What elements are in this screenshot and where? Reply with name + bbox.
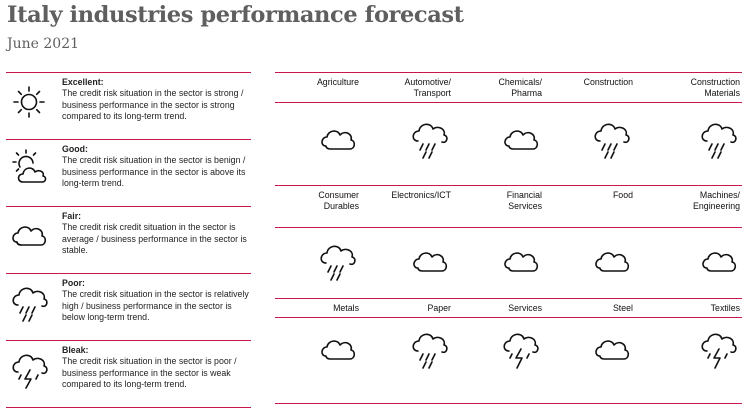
industry-cell-construction-materials: Construction Materials: [656, 73, 742, 185]
cloud-icon: [698, 241, 742, 289]
sun-icon: [9, 80, 51, 128]
industry-row: Agriculture Automotive/Transport Chemica…: [275, 72, 742, 185]
legend-item-bleak: Bleak: The credit risk situation in the s…: [6, 340, 251, 408]
industry-name: Services: [508, 303, 542, 313]
industry-name: Textiles: [710, 303, 740, 313]
rating-legend: Excellent: The credit risk situation in t…: [6, 72, 251, 408]
industry-cell-food: Food: [549, 186, 635, 298]
rain-cloud-icon: [698, 119, 742, 167]
legend-item-good: Good: The credit risk situation in the se…: [6, 139, 251, 206]
industry-name: Chemicals/Pharma: [498, 77, 542, 98]
industry-cell-construction: Construction: [549, 73, 635, 185]
rain-cloud-icon: [317, 241, 361, 289]
legend-description: The credit risk situation in the sector …: [62, 88, 244, 121]
rain-cloud-icon: [409, 119, 453, 167]
legend-name: Fair:: [62, 211, 82, 221]
industry-name: Electronics/ICT: [391, 190, 451, 200]
industry-cell-paper: Paper: [367, 299, 453, 403]
legend-name: Poor:: [62, 278, 85, 288]
industry-name: Financial Services: [506, 190, 542, 211]
industry-cell-agriculture: Agriculture: [275, 73, 361, 185]
industry-cell-machines-engineering: Machines/Engineering: [656, 186, 742, 298]
cloud-icon: [409, 241, 453, 289]
cloud-icon: [9, 214, 51, 262]
cloud-icon: [500, 241, 544, 289]
industry-name: Food: [612, 190, 633, 200]
legend-name: Bleak:: [62, 345, 89, 355]
industry-name: Agriculture: [316, 77, 359, 87]
cloud-icon: [500, 119, 544, 167]
industry-name: Consumer Durables: [318, 190, 359, 211]
industry-cell-metals: Metals: [275, 299, 361, 403]
sun-cloud-icon: [9, 147, 51, 195]
page-subtitle: June 2021: [7, 36, 80, 52]
industry-name: Construction: [583, 77, 633, 87]
industry-cell-steel: Steel: [549, 299, 635, 403]
industry-row: Consumer Durables Electronics/ICT Financi…: [275, 185, 742, 298]
legend-description: The credit risk credit situation in the …: [62, 222, 247, 255]
industry-cell-financial-services: Financial Services: [458, 186, 544, 298]
industry-name: Paper: [427, 303, 451, 313]
industry-name: Metals: [333, 303, 359, 313]
cloud-icon: [317, 119, 361, 167]
rain-cloud-icon: [409, 329, 453, 377]
industry-cell-automotive-transport: Automotive/Transport: [367, 73, 453, 185]
rain-cloud-icon: [9, 281, 51, 329]
legend-item-poor: Poor: The credit risk situation in the se…: [6, 273, 251, 340]
legend-name: Good:: [62, 144, 88, 154]
cloud-icon: [591, 241, 635, 289]
industry-name: Steel: [612, 303, 633, 313]
industry-name: Machines/Engineering: [693, 190, 740, 211]
industry-cell-chemicals-pharma: Chemicals/Pharma: [458, 73, 544, 185]
industry-cell-consumer-durables: Consumer Durables: [275, 186, 361, 298]
cloud-icon: [591, 329, 635, 377]
industry-grid: Agriculture Automotive/Transport Chemica…: [275, 72, 742, 404]
industry-cell-electronics-ict: Electronics/ICT: [367, 186, 453, 298]
rain-cloud-icon: [591, 119, 635, 167]
cloud-icon: [317, 329, 361, 377]
industry-cell-services: Services: [458, 299, 544, 403]
industry-cell-textiles: Textiles: [656, 299, 742, 403]
storm-cloud-icon: [500, 329, 544, 377]
legend-item-fair: Fair: The credit risk credit situation in…: [6, 206, 251, 273]
storm-cloud-icon: [9, 348, 51, 396]
industry-row: Metals Paper Services Steel Textiles: [275, 298, 742, 404]
legend-item-excellent: Excellent: The credit risk situation in t…: [6, 72, 251, 139]
legend-description: The credit risk situation in the sector …: [62, 289, 249, 322]
legend-description: The credit risk situation in the sector …: [62, 155, 246, 188]
page-title: Italy industries performance forecast: [7, 2, 464, 28]
industry-name: Automotive/Transport: [404, 77, 451, 98]
storm-cloud-icon: [698, 329, 742, 377]
industry-name: Construction Materials: [690, 77, 740, 98]
legend-description: The credit risk situation in the sector …: [62, 356, 237, 389]
legend-name: Excellent:: [62, 77, 104, 87]
